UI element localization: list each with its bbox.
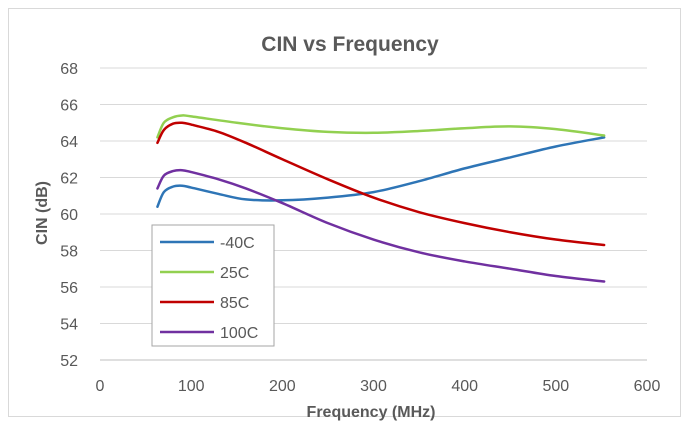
- y-tick-label-56: 56: [60, 280, 78, 297]
- y-tick-label-66: 66: [60, 98, 78, 115]
- y-tick-label-62: 62: [60, 171, 78, 188]
- series-line-40c: [156, 136, 606, 208]
- chart-frame: [8, 8, 681, 417]
- legend-label-40c: -40C: [220, 235, 255, 252]
- legend-label-25c: 25C: [220, 265, 249, 282]
- x-axis-ticks: 0 100 200 300 400 500 600: [96, 378, 661, 395]
- x-tick-label-400: 400: [451, 378, 478, 395]
- x-tick-label-200: 200: [269, 378, 296, 395]
- x-tick-label-500: 500: [542, 378, 569, 395]
- legend: -40C 25C 85C 100C: [151, 224, 275, 347]
- series-line-85c: [156, 121, 606, 247]
- series-lines: [156, 114, 606, 283]
- x-tick-label-600: 600: [634, 378, 661, 395]
- series-line-100c: [156, 168, 606, 283]
- y-tick-label-52: 52: [60, 353, 78, 370]
- y-tick-label-60: 60: [60, 207, 78, 224]
- x-tick-label-100: 100: [178, 378, 205, 395]
- chart-title: CIN vs Frequency: [261, 33, 439, 56]
- x-tick-label-300: 300: [360, 378, 387, 395]
- y-tick-label-58: 58: [60, 244, 78, 261]
- y-axis-ticks: 52 54 56 58 60 62 64 66 68: [60, 61, 78, 370]
- y-tick-label-64: 64: [60, 134, 78, 151]
- y-tick-label-54: 54: [60, 317, 78, 334]
- legend-label-100c: 100C: [220, 325, 258, 342]
- x-tick-label-0: 0: [96, 378, 105, 395]
- y-tick-label-68: 68: [60, 61, 78, 78]
- x-axis-label: Frequency (MHz): [307, 404, 436, 421]
- legend-box: [151, 224, 275, 347]
- y-axis-label: CIN (dB): [34, 181, 51, 245]
- series-line-25c: [156, 114, 606, 139]
- legend-label-85c: 85C: [220, 295, 249, 312]
